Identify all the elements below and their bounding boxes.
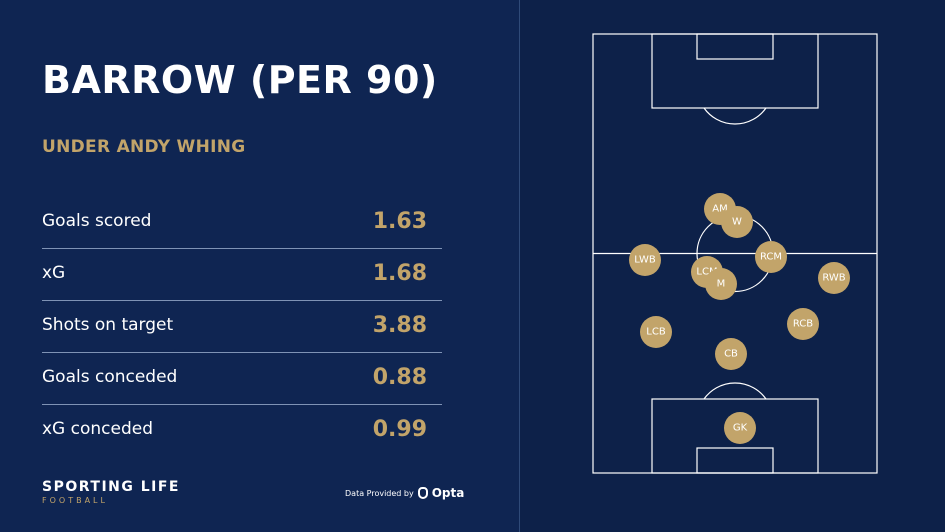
player-marker xyxy=(705,268,737,300)
stat-value: 0.88 xyxy=(372,365,427,390)
player-token-rcm: RCM xyxy=(755,241,787,273)
stat-value: 0.99 xyxy=(372,417,427,442)
top-penalty-box xyxy=(651,33,819,109)
player-token-cb: CB xyxy=(715,338,747,370)
opta-icon xyxy=(417,487,428,499)
opta-logo: Opta xyxy=(431,486,465,500)
player-marker xyxy=(640,316,672,348)
player-token-m: M xyxy=(705,268,737,300)
stats-panel xyxy=(0,0,519,532)
player-marker xyxy=(715,338,747,370)
player-label: RWB xyxy=(822,273,845,284)
bottom-six-yard-box xyxy=(696,447,774,474)
player-label: RCB xyxy=(793,319,813,330)
player-marker xyxy=(721,206,753,238)
data-provider: Data Provided by Opta xyxy=(345,486,464,500)
player-marker xyxy=(787,308,819,340)
stat-value: 1.63 xyxy=(372,209,427,234)
player-label: LWB xyxy=(634,255,656,266)
stat-label: Goals scored xyxy=(42,211,152,231)
player-token-gk: GK xyxy=(724,412,756,444)
player-label: M xyxy=(717,279,726,290)
player-label: CB xyxy=(724,349,738,360)
top-six-yard-box xyxy=(696,33,774,60)
top-penalty-arc xyxy=(703,107,767,125)
player-token-rwb: RWB xyxy=(818,262,850,294)
player-token-rcb: RCB xyxy=(787,308,819,340)
stat-value: 1.68 xyxy=(372,261,427,286)
stat-row: xG 1.68 xyxy=(42,249,442,301)
player-token-w: W xyxy=(721,206,753,238)
page-title: BARROW (PER 90) xyxy=(42,58,438,102)
panel-divider xyxy=(519,0,520,532)
page-subtitle: UNDER ANDY WHING xyxy=(42,137,246,157)
player-marker xyxy=(818,262,850,294)
player-label: W xyxy=(732,217,742,228)
player-marker xyxy=(724,412,756,444)
player-label: LCM xyxy=(696,267,717,278)
stat-value: 3.88 xyxy=(372,313,427,338)
player-label: LCB xyxy=(646,327,666,338)
stat-row: Shots on target 3.88 xyxy=(42,301,442,353)
stat-label: xG xyxy=(42,263,66,283)
player-token-lcb: LCB xyxy=(640,316,672,348)
player-label: AM xyxy=(712,204,727,215)
player-marker xyxy=(629,244,661,276)
stat-label: xG conceded xyxy=(42,419,154,439)
brand-subtitle: FOOTBALL xyxy=(42,496,108,505)
brand-logo: SPORTING LIFE xyxy=(42,479,180,495)
player-marker xyxy=(755,241,787,273)
provider-text: Data Provided by xyxy=(345,488,414,498)
player-label: RCM xyxy=(760,252,782,263)
stat-label: Goals conceded xyxy=(42,367,178,387)
player-label: GK xyxy=(733,423,748,434)
bottom-penalty-arc xyxy=(703,382,767,400)
stat-row: Goals conceded 0.88 xyxy=(42,353,442,405)
stats-table: Goals scored 1.63 xG 1.68 Shots on targe… xyxy=(42,197,442,456)
stat-label: Shots on target xyxy=(42,315,174,335)
stat-row: Goals scored 1.63 xyxy=(42,197,442,249)
stat-row: xG conceded 0.99 xyxy=(42,405,442,456)
player-token-lwb: LWB xyxy=(629,244,661,276)
pitch-panel xyxy=(520,0,945,532)
